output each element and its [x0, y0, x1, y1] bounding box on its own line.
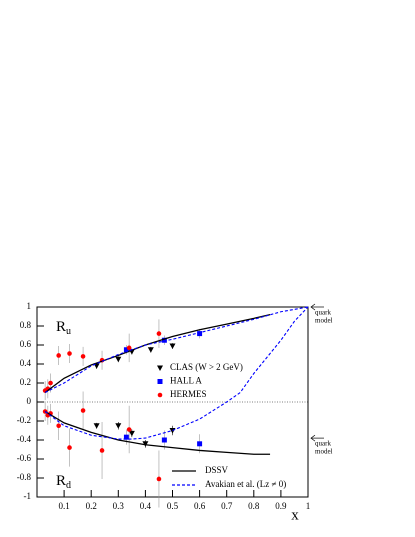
- x-tick-label: 0.8: [248, 501, 260, 511]
- point: [197, 441, 203, 447]
- point: [80, 354, 86, 359]
- curve: [44, 410, 271, 455]
- curve-label: Rd: [56, 473, 71, 491]
- curve-label: Ru: [56, 319, 71, 337]
- point: [115, 423, 122, 429]
- x-axis-label: x: [291, 507, 299, 523]
- legend-label: HERMES: [170, 389, 207, 399]
- point: [99, 448, 105, 453]
- label-sub: u: [66, 326, 71, 337]
- point: [123, 434, 129, 440]
- label-main: R: [56, 319, 66, 335]
- y-tick-label: -0.8: [17, 472, 32, 482]
- x-tick-label: 0.4: [140, 501, 152, 511]
- point: [147, 347, 154, 353]
- annotation-text: quark: [315, 440, 331, 448]
- x-tick-label: 1: [306, 501, 311, 511]
- arrow-head: [310, 434, 316, 442]
- point: [169, 343, 176, 349]
- x-tick-label: 0.6: [194, 501, 206, 511]
- curve: [44, 306, 309, 393]
- y-tick-label: -0.2: [17, 415, 31, 425]
- point: [115, 356, 122, 363]
- point: [48, 380, 53, 386]
- point: [56, 423, 61, 429]
- x-tick-label: 0.2: [86, 501, 97, 511]
- legend-swatch: [157, 365, 163, 371]
- point: [56, 353, 61, 358]
- point: [67, 351, 72, 356]
- point: [156, 476, 162, 482]
- x-tick-label: 0.3: [113, 501, 125, 511]
- curve: [44, 313, 271, 394]
- label-sub: d: [66, 480, 71, 491]
- legend-label: HALL A: [170, 376, 202, 386]
- legend-label: DSSV: [205, 465, 229, 475]
- point: [161, 437, 167, 443]
- point: [128, 430, 135, 437]
- y-tick-label: 0.6: [20, 339, 32, 349]
- legend-label: CLAS (W > 2 GeV): [170, 362, 243, 372]
- x-tick-label: 0.9: [275, 501, 287, 511]
- y-tick-label: -0.4: [17, 434, 32, 444]
- y-tick-label: 0: [27, 396, 32, 406]
- legend-swatch: [157, 379, 163, 384]
- y-tick-label: -1: [24, 491, 32, 501]
- point: [126, 427, 132, 432]
- point: [123, 347, 129, 353]
- annotation-text: model: [315, 448, 333, 456]
- annotation-text: quark: [315, 309, 331, 317]
- point: [126, 345, 132, 351]
- y-tick-label: 0.2: [20, 377, 31, 387]
- y-tick-label: 1: [27, 301, 32, 311]
- point: [197, 331, 203, 337]
- legend-label: Avakian et al. (Lz ≠ 0): [205, 479, 286, 489]
- arrow-head: [310, 303, 316, 311]
- legend-swatch: [157, 392, 163, 398]
- point: [142, 441, 149, 447]
- point: [93, 423, 100, 429]
- curve: [44, 306, 309, 440]
- label-main: R: [56, 473, 66, 489]
- x-tick-label: 0.1: [58, 501, 69, 511]
- x-tick-label: 0.5: [167, 501, 179, 511]
- point: [67, 445, 72, 450]
- x-tick-label: 0.7: [221, 501, 233, 511]
- y-tick-label: 0.8: [20, 320, 32, 330]
- point: [161, 337, 167, 343]
- annotation-text: model: [315, 317, 333, 325]
- y-tick-label: -0.6: [17, 453, 32, 463]
- point: [80, 408, 86, 413]
- y-tick-label: 0.4: [20, 358, 32, 368]
- point: [156, 331, 162, 336]
